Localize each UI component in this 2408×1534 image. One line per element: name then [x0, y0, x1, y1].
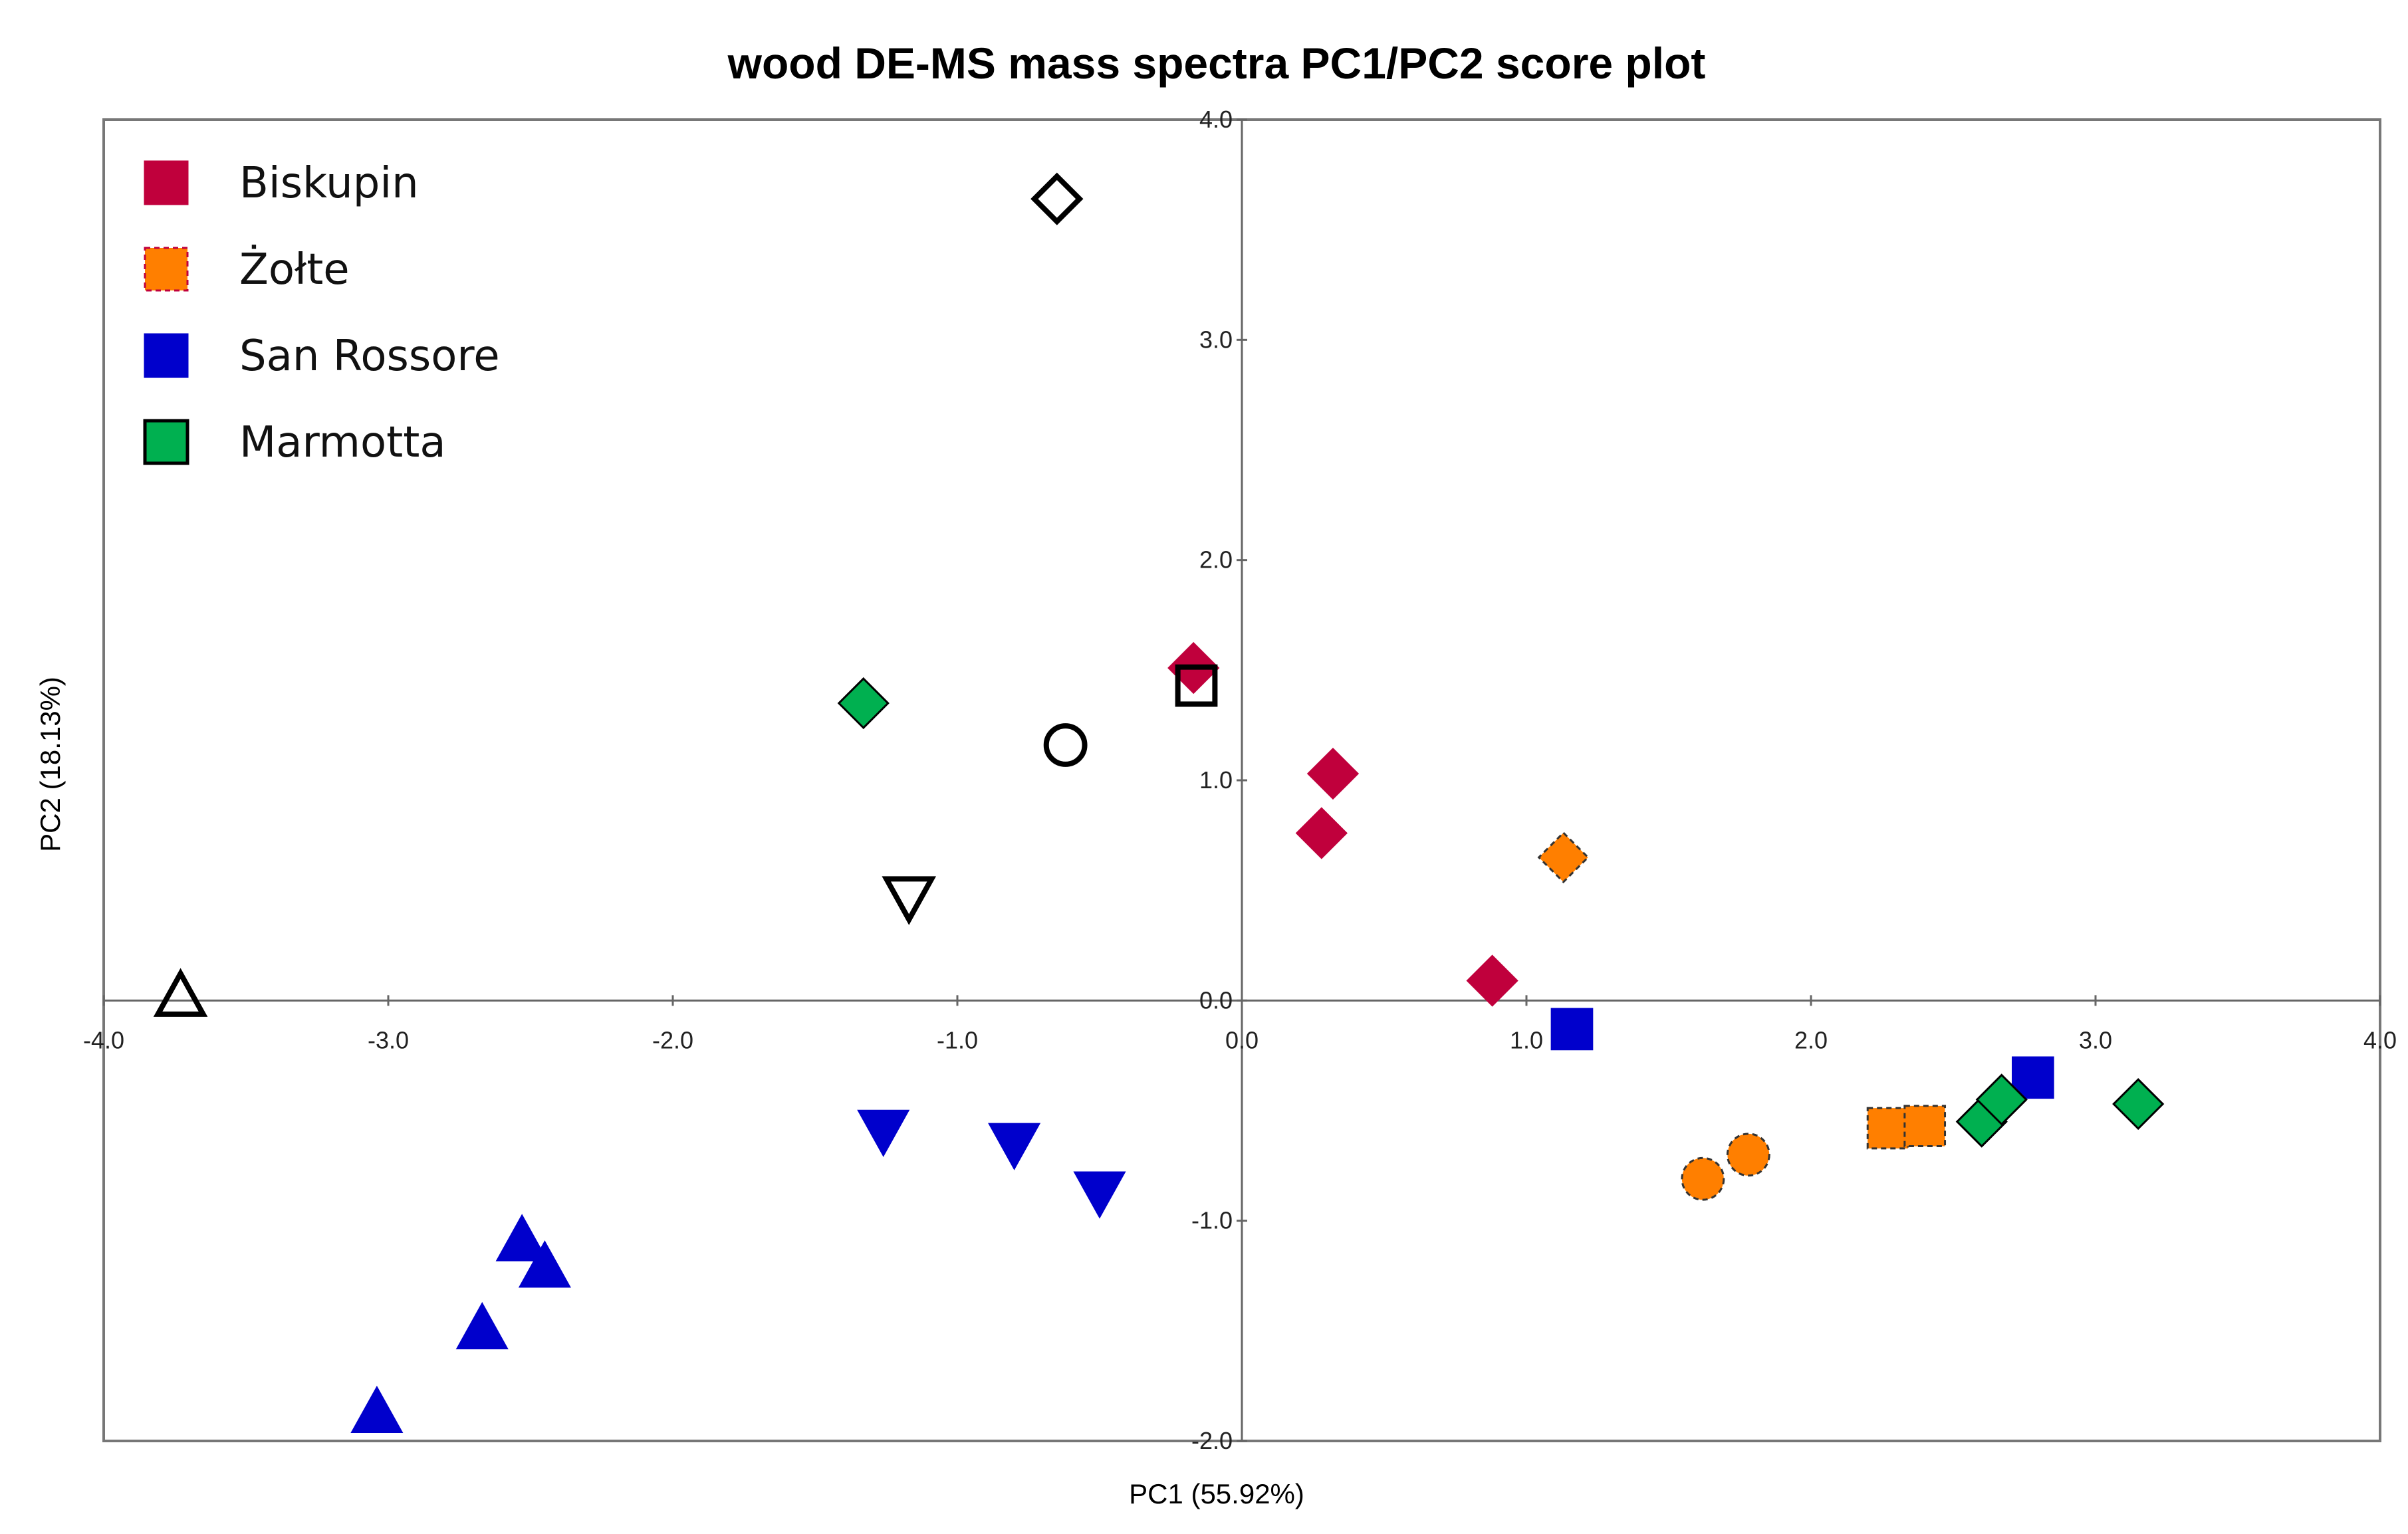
data-points: [153, 172, 2165, 1434]
legend-swatch: [144, 160, 189, 205]
point-san-rossore-triangle-down: [1073, 1171, 1126, 1219]
tick-labels: -4.0 -3.0 -2.0 -1.0 0.0 1.0 2.0 3.0 4.0 -2.0 -1.0 0…: [83, 106, 2397, 1454]
point-marmotta-diamond: [2112, 1077, 2165, 1131]
legend-swatch: [144, 247, 189, 292]
y-tick-label: 3.0: [1199, 326, 1233, 353]
point--o-te-circle: [1681, 1156, 1725, 1201]
point-biskupin-diamond: [1466, 954, 1518, 1007]
x-tick-label: 1.0: [1510, 1026, 1543, 1053]
point-reference-triangle-down: [882, 876, 937, 925]
y-tick-label: 4.0: [1199, 106, 1233, 133]
point-san-rossore-triangle-up: [350, 1385, 404, 1434]
x-tick-label: -3.0: [368, 1026, 409, 1053]
y-tick-label: -2.0: [1191, 1427, 1233, 1454]
point-san-rossore-triangle-up: [495, 1214, 548, 1261]
point-reference-diamond: [1030, 172, 1084, 225]
legend: Biskupin Żołte San Rossore Marmotta: [143, 159, 500, 467]
point--o-te-square: [1903, 1105, 1947, 1148]
legend-label: Marmotta: [239, 418, 446, 467]
y-tick-label: 1.0: [1199, 766, 1233, 794]
y-tick-label: 2.0: [1199, 546, 1233, 574]
point-san-rossore-triangle-up: [455, 1301, 509, 1350]
point-reference-square: [1175, 664, 1218, 707]
x-tick-label: 0.0: [1225, 1026, 1259, 1053]
point-marmotta-diamond: [837, 677, 890, 730]
point-san-rossore-triangle-down: [857, 1109, 910, 1157]
x-axis-title: PC1 (55.92%): [1129, 1478, 1304, 1509]
point--o-te-diamond: [1537, 831, 1590, 884]
point-marmotta-diamond: [1975, 1073, 2028, 1126]
x-tick-label: -4.0: [83, 1026, 124, 1053]
point-biskupin-diamond: [1306, 747, 1360, 800]
legend-label: Biskupin: [239, 159, 419, 208]
x-tick-label: 3.0: [2079, 1026, 2112, 1053]
legend-swatch: [143, 419, 189, 465]
point--o-te-square: [1866, 1107, 1909, 1150]
point-san-rossore-triangle-up: [518, 1240, 571, 1288]
point--o-te-circle: [1726, 1133, 1770, 1177]
point-reference-triangle-up: [153, 968, 208, 1017]
x-tick-label: 4.0: [2363, 1026, 2397, 1053]
y-tick-label: 0.0: [1199, 986, 1233, 1014]
y-axis-title: PC2 (18.13%): [35, 677, 66, 852]
legend-label: San Rossore: [239, 332, 500, 381]
point-san-rossore-square: [2012, 1056, 2054, 1099]
point-biskupin-diamond: [1295, 807, 1348, 859]
point-san-rossore-square: [1550, 1008, 1594, 1051]
y-tick-label: -1.0: [1191, 1207, 1233, 1234]
legend-swatch: [144, 333, 189, 378]
legend-label: Żołte: [239, 245, 350, 294]
x-tick-label: 2.0: [1794, 1026, 1828, 1053]
x-tick-label: -1.0: [937, 1026, 978, 1053]
point-reference-circle: [1043, 723, 1088, 767]
chart-title: wood DE-MS mass spectra PC1/PC2 score pl…: [727, 39, 1706, 88]
x-tick-label: -2.0: [652, 1026, 693, 1053]
point-san-rossore-triangle-down: [988, 1123, 1041, 1170]
